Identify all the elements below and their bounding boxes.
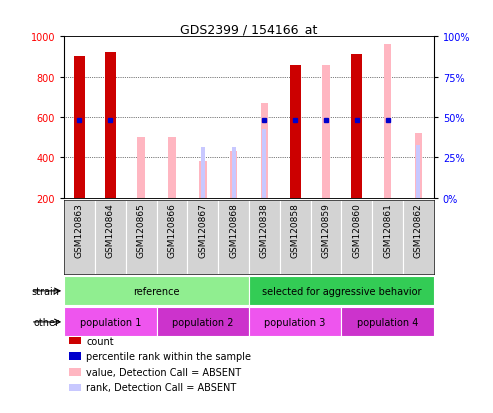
Bar <box>157 200 187 275</box>
Bar <box>352 55 362 198</box>
Text: population 2: population 2 <box>172 317 234 327</box>
Bar <box>280 200 311 275</box>
Bar <box>64 277 249 306</box>
Bar <box>230 152 238 198</box>
Bar <box>64 200 95 275</box>
Text: GSM120864: GSM120864 <box>106 202 115 257</box>
Text: other: other <box>33 317 59 327</box>
Bar <box>137 138 145 198</box>
Text: value, Detection Call = ABSENT: value, Detection Call = ABSENT <box>86 367 242 377</box>
Text: GSM120861: GSM120861 <box>383 202 392 257</box>
Bar <box>262 130 266 198</box>
Bar <box>249 308 341 337</box>
Text: count: count <box>86 336 114 346</box>
Text: GSM120868: GSM120868 <box>229 202 238 257</box>
Text: reference: reference <box>133 286 180 296</box>
Bar <box>187 200 218 275</box>
Text: GSM120862: GSM120862 <box>414 202 423 257</box>
Bar <box>74 57 85 198</box>
Bar <box>341 200 372 275</box>
Bar <box>201 148 205 198</box>
Title: GDS2399 / 154166_at: GDS2399 / 154166_at <box>180 23 317 36</box>
Text: population 3: population 3 <box>265 317 326 327</box>
Bar <box>322 65 330 198</box>
Bar <box>64 308 157 337</box>
Bar <box>218 200 249 275</box>
Bar <box>341 308 434 337</box>
Text: GSM120863: GSM120863 <box>75 202 84 257</box>
Text: percentile rank within the sample: percentile rank within the sample <box>86 351 251 361</box>
Bar <box>105 53 116 198</box>
Text: GSM120867: GSM120867 <box>198 202 207 257</box>
Text: population 4: population 4 <box>357 317 418 327</box>
Text: strain: strain <box>31 286 59 296</box>
Bar <box>290 65 301 198</box>
Bar <box>260 104 268 198</box>
Text: GSM120865: GSM120865 <box>137 202 145 257</box>
Bar <box>372 200 403 275</box>
Text: rank, Detection Call = ABSENT: rank, Detection Call = ABSENT <box>86 382 237 392</box>
Text: population 1: population 1 <box>80 317 141 327</box>
Text: GSM120866: GSM120866 <box>168 202 176 257</box>
Text: GSM120858: GSM120858 <box>291 202 300 257</box>
Bar <box>417 146 421 198</box>
Bar <box>157 308 249 337</box>
Bar <box>311 200 341 275</box>
Bar <box>249 277 434 306</box>
Bar <box>249 200 280 275</box>
Text: GSM120838: GSM120838 <box>260 202 269 257</box>
Bar <box>384 45 391 198</box>
Bar <box>415 134 423 198</box>
Text: GSM120859: GSM120859 <box>321 202 330 257</box>
Bar <box>95 200 126 275</box>
Bar <box>232 148 236 198</box>
Bar <box>168 138 176 198</box>
Text: GSM120860: GSM120860 <box>352 202 361 257</box>
Bar <box>126 200 157 275</box>
Bar <box>199 162 207 198</box>
Bar <box>403 200 434 275</box>
Text: selected for aggressive behavior: selected for aggressive behavior <box>262 286 421 296</box>
